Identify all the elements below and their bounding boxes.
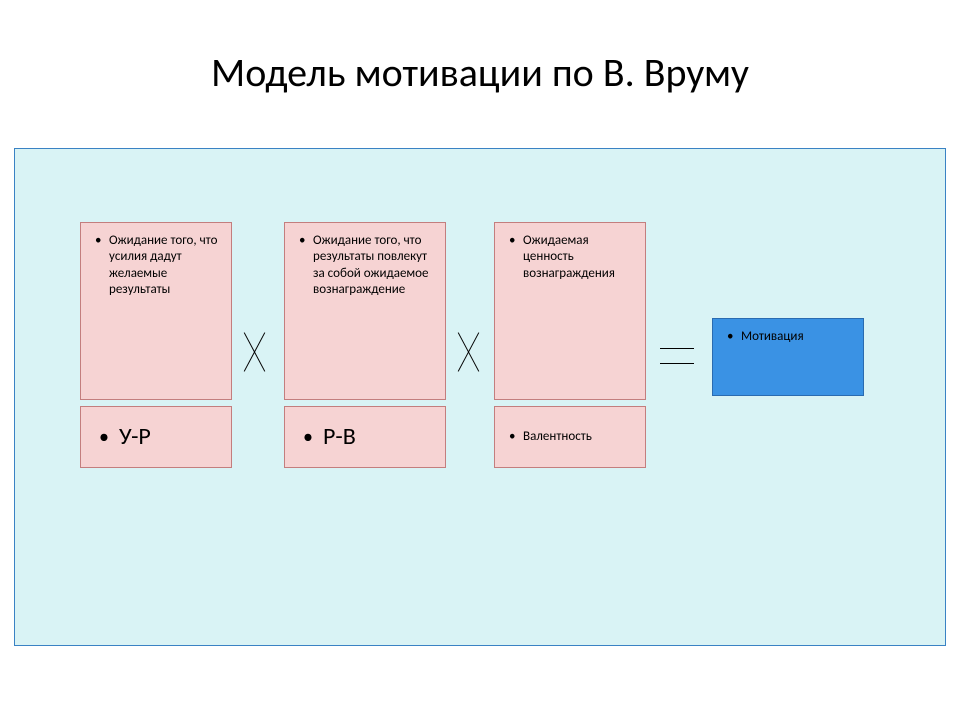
box-expectation-effort-result: Ожидание того, что усилия дадут желаемые… <box>80 222 232 400</box>
box-motivation: Мотивация <box>712 318 864 396</box>
box-text: Ожидание того, что результаты повлекут з… <box>293 233 435 298</box>
box-text: Р-В <box>293 423 356 452</box>
box-text: Ожидаемая ценность вознаграждения <box>503 233 635 282</box>
box-text: Мотивация <box>721 329 853 345</box>
box-text: У-Р <box>89 423 151 452</box>
equals-operator <box>660 344 694 368</box>
box-expected-reward-value: Ожидаемая ценность вознаграждения <box>494 222 646 400</box>
multiply-icon <box>454 330 482 374</box>
box-label-r-v: Р-В <box>284 406 446 468</box>
multiply-operator-1 <box>240 330 268 374</box>
equals-icon <box>660 344 694 368</box>
box-expectation-result-reward: Ожидание того, что результаты повлекут з… <box>284 222 446 400</box>
box-text: Ожидание того, что усилия дадут желаемые… <box>89 233 221 298</box>
box-label-valence: Валентность <box>494 406 646 468</box>
box-label-u-r: У-Р <box>80 406 232 468</box>
multiply-icon <box>240 330 268 374</box>
multiply-operator-2 <box>454 330 482 374</box>
box-text: Валентность <box>503 429 592 445</box>
slide-title: Модель мотивации по В. Вруму <box>0 0 960 117</box>
